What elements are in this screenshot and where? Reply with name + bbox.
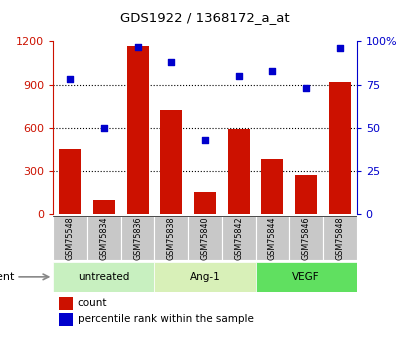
Bar [160, 110, 182, 214]
Bar [193, 193, 216, 214]
Text: VEGF: VEGF [292, 272, 319, 282]
Bar [154, 262, 255, 292]
Bar [289, 216, 322, 260]
Text: GSM75838: GSM75838 [166, 216, 175, 260]
Bar [154, 216, 188, 260]
Bar [59, 149, 81, 214]
Text: GSM75842: GSM75842 [234, 216, 243, 260]
Point [268, 68, 275, 73]
Text: percentile rank within the sample: percentile rank within the sample [77, 315, 253, 324]
Text: GSM75548: GSM75548 [65, 216, 74, 260]
Bar [188, 216, 221, 260]
Point [302, 85, 309, 91]
Text: GDS1922 / 1368172_a_at: GDS1922 / 1368172_a_at [120, 11, 289, 24]
Text: GSM75848: GSM75848 [335, 216, 344, 260]
Bar [120, 216, 154, 260]
Bar [255, 216, 289, 260]
Bar [53, 262, 154, 292]
Text: GSM75836: GSM75836 [133, 216, 142, 260]
Bar [328, 82, 350, 214]
Bar [261, 159, 283, 214]
Bar [59, 297, 73, 310]
Point [168, 59, 174, 65]
Text: count: count [77, 298, 107, 308]
Text: Ang-1: Ang-1 [189, 272, 220, 282]
Text: untreated: untreated [78, 272, 129, 282]
Bar [255, 262, 356, 292]
Text: GSM75840: GSM75840 [200, 216, 209, 260]
Text: agent: agent [0, 272, 14, 282]
Bar [227, 129, 249, 214]
Bar [322, 216, 356, 260]
Bar [59, 313, 73, 326]
Point [201, 137, 208, 142]
Point [336, 46, 342, 51]
Point [100, 125, 107, 130]
Text: GSM75834: GSM75834 [99, 216, 108, 260]
Bar [53, 216, 87, 260]
Text: GSM75844: GSM75844 [267, 216, 276, 260]
Bar [294, 175, 316, 214]
Bar [221, 216, 255, 260]
Point [235, 73, 241, 79]
Bar [93, 199, 115, 214]
Bar [126, 46, 148, 214]
Text: GSM75846: GSM75846 [301, 216, 310, 260]
Point [134, 44, 141, 49]
Bar [87, 216, 120, 260]
Point [67, 77, 73, 82]
